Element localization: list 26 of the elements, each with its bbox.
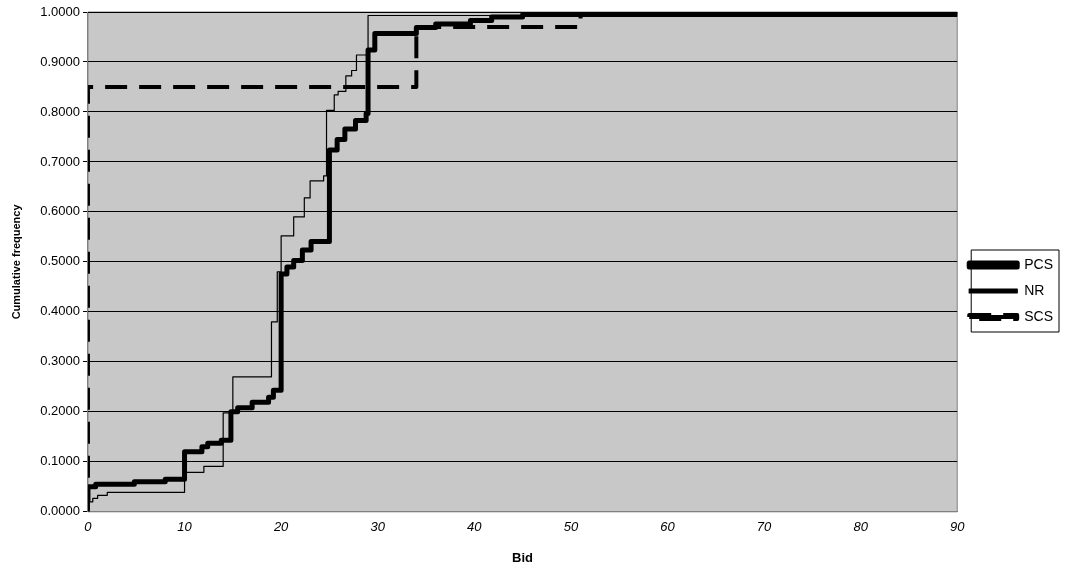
x-tick-label: 40 [467,519,483,535]
x-tick-label: 60 [660,519,676,535]
x-tick-label: 0 [84,519,93,535]
x-tick-label: 80 [853,519,869,535]
y-tick-label: 0.4000 [40,303,80,319]
x-tick-label: 10 [177,519,193,535]
y-tick-label: 0.8000 [40,103,80,119]
y-tick-label: 1.0000 [40,3,80,19]
x-tick-label: 90 [949,519,966,535]
y-tick-label: 0.1000 [40,453,80,469]
x-tick-label: 70 [756,519,773,535]
y-tick-label: 0.5000 [40,253,80,269]
y-tick-label: 0.3000 [40,353,80,369]
y-tick-label: 0.0000 [40,503,80,519]
legend-label: SCS [1024,307,1054,324]
x-tick-label: 50 [563,519,579,535]
y-tick-label: 0.7000 [40,153,80,169]
x-tick-label: 30 [370,519,386,535]
legend-label: PCS [1024,255,1054,272]
x-tick-label: 20 [272,519,290,535]
legend-label: NR [1024,281,1045,298]
y-axis-title: Cumulative frequency [9,203,22,320]
y-tick-label: 0.6000 [40,203,80,219]
x-axis-title: Bid [512,549,534,565]
y-tick-label: 0.9000 [40,53,80,69]
y-tick-label: 0.2000 [40,403,80,419]
